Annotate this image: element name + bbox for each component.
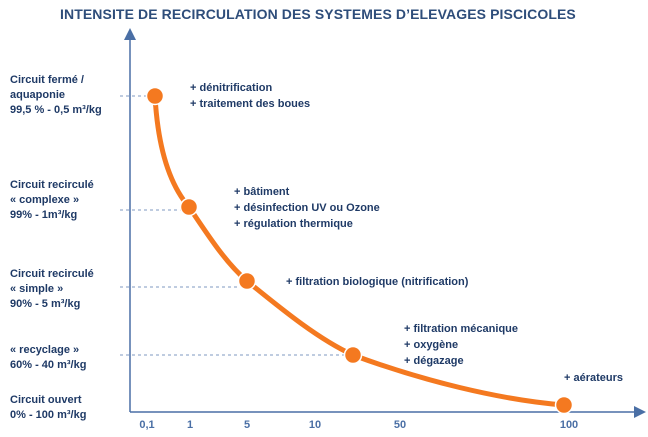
annotation-line: + désinfection UV ou Ozone <box>234 202 380 214</box>
level-label: Circuit recirculé « complexe » 99% - 1m³/k… <box>10 178 94 223</box>
level-label-line: « simple » <box>10 283 64 295</box>
annotation-line: + aérateurs <box>564 372 624 384</box>
level-label-line: « recyclage » <box>10 344 80 356</box>
annotation-line: + filtration mécanique <box>404 323 518 335</box>
data-point <box>237 271 257 291</box>
annotation: + filtration biologique (nitrification) <box>286 274 468 290</box>
x-tick-label: 10 <box>308 419 322 431</box>
x-tick-label: 100 <box>559 419 579 431</box>
data-point <box>145 86 165 106</box>
data-points <box>145 86 574 415</box>
annotation-line: + dégazage <box>404 355 464 367</box>
x-tick-label: 1 <box>186 419 194 431</box>
level-label-line: 90% - 5 m³/kg <box>10 298 81 310</box>
level-label-line: Circuit fermé / <box>10 74 84 86</box>
x-tick-label: 5 <box>243 419 251 431</box>
annotation-line: + traitement des boues <box>190 98 311 110</box>
level-label-line: 60% - 40 m³/kg <box>10 359 87 371</box>
annotation-line: + bâtiment <box>234 186 290 198</box>
x-tick-label: 50 <box>393 419 407 431</box>
level-label-line: 99,5 % - 0,5 m³/kg <box>10 104 102 116</box>
level-label: Circuit ouvert 0% - 100 m³/kg <box>10 393 86 423</box>
data-point <box>343 345 363 365</box>
chart-title: INTENSITE DE RECIRCULATION DES SYSTEMES … <box>60 6 576 22</box>
level-label-line: « complexe » <box>10 194 80 206</box>
level-label-line: 99% - 1m³/kg <box>10 209 78 221</box>
annotation: + bâtiment + désinfection UV ou Ozone + ré… <box>234 184 380 232</box>
level-label-line: Circuit recirculé <box>10 268 94 280</box>
level-label: Circuit fermé / aquaponie 99,5 % - 0,5 m³/… <box>10 73 102 118</box>
annotation-line: + dénitrification <box>190 82 273 94</box>
x-tick-label: 0,1 <box>139 419 155 431</box>
level-label-line: 0% - 100 m³/kg <box>10 409 87 421</box>
annotation-line: + filtration biologique (nitrification) <box>286 276 469 288</box>
annotation: + aérateurs <box>564 370 623 386</box>
annotation-line: + oxygène <box>404 339 459 351</box>
annotation: + dénitrification + traitement des boues <box>190 80 310 112</box>
data-point <box>179 197 199 217</box>
annotation-line: + régulation thermique <box>234 218 353 230</box>
level-label-line: Circuit ouvert <box>10 394 82 406</box>
annotation: + filtration mécanique + oxygène + dégazag… <box>404 321 518 369</box>
level-label: « recyclage » 60% - 40 m³/kg <box>10 343 86 373</box>
level-label-line: aquaponie <box>10 89 66 101</box>
level-label-line: Circuit recirculé <box>10 179 94 191</box>
guide-lines <box>120 95 345 356</box>
recirculation-curve <box>152 93 567 408</box>
level-label: Circuit recirculé « simple » 90% - 5 m³/kg <box>10 267 94 312</box>
data-point <box>554 395 574 415</box>
